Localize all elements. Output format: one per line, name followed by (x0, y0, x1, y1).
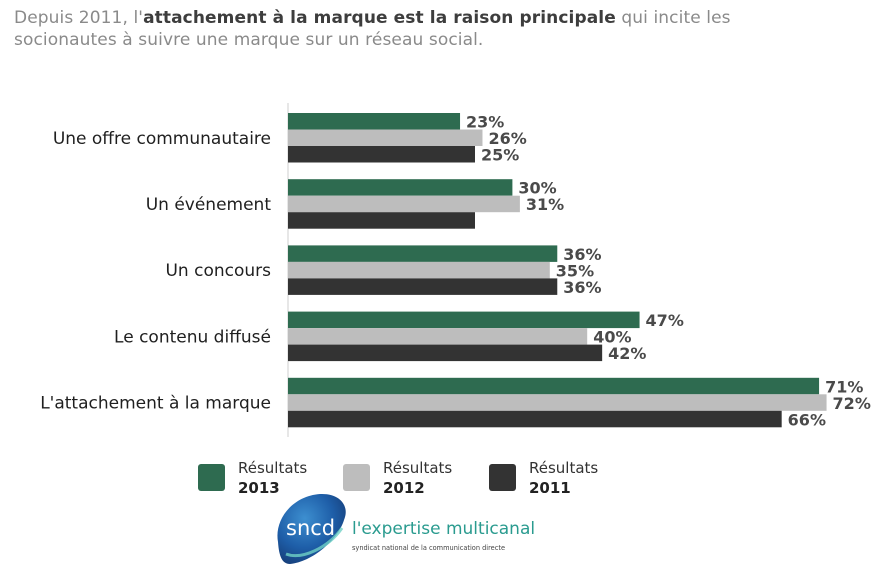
bar-2013-attachement-marque (288, 377, 820, 395)
chart-title-emphasis: attachement à la marque est la raison pr… (143, 8, 616, 28)
bar-2011-concours (288, 278, 558, 295)
bar-chart: Une offre communautaire 23%26%25% Un événe… (40, 103, 871, 437)
category-label-evenement: Un événement (146, 195, 272, 215)
value-label-2013-offre-communautaire: 23% (466, 113, 504, 132)
legend-swatch-2013 (198, 464, 225, 491)
chart-title: Depuis 2011, l'attachement à la marque e… (14, 8, 731, 50)
category-label-offre-communautaire: Une offre communautaire (53, 129, 271, 149)
bar-2013-contenu-diffuse (288, 311, 640, 329)
bar-2011-evenement (288, 212, 475, 229)
value-label-2012-concours: 35% (556, 261, 594, 280)
logo-mark-text: sncd (286, 516, 335, 540)
value-label-2012-evenement: 31% (526, 195, 564, 214)
category-label-attachement-marque: L'attachement à la marque (40, 394, 271, 414)
logo-swoosh (277, 493, 346, 564)
value-label-2013-contenu-diffuse: 47% (646, 311, 684, 330)
value-label-2011-concours: 36% (563, 278, 601, 297)
bar-2012-offre-communautaire (288, 129, 483, 146)
legend-label-2012: Résultats 2012 (383, 459, 453, 497)
bar-2011-attachement-marque (288, 410, 782, 428)
legend-label-2013: Résultats 2013 (238, 459, 308, 497)
bar-2012-contenu-diffuse (288, 328, 588, 345)
legend-swatch-2012 (343, 464, 370, 491)
value-label-2013-concours: 36% (563, 245, 601, 264)
bar-2011-offre-communautaire (288, 146, 475, 163)
value-label-2012-offre-communautaire: 26% (488, 129, 526, 148)
sncd-logo: sncd l'expertise multicanal syndicat nat… (277, 493, 535, 564)
bar-2013-evenement (288, 179, 513, 196)
bar-2012-attachement-marque (288, 394, 827, 411)
logo-tagline: l'expertise multicanal (352, 519, 535, 539)
category-label-concours: Un concours (165, 261, 271, 281)
value-label-2011-attachement-marque: 66% (788, 410, 826, 429)
bar-2013-offre-communautaire (288, 113, 461, 130)
value-label-2013-attachement-marque: 71% (825, 377, 863, 396)
bar-2013-concours (288, 245, 558, 262)
category-label-contenu-diffuse: Le contenu diffusé (114, 327, 271, 347)
bar-2012-evenement (288, 195, 520, 213)
logo-subtitle: syndicat national de la communication di… (352, 544, 505, 552)
value-label-2012-attachement-marque: 72% (833, 394, 871, 413)
bar-2011-contenu-diffuse (288, 344, 603, 362)
value-label-2011-offre-communautaire: 25% (481, 146, 519, 165)
legend-swatch-2011 (489, 464, 516, 491)
legend-label-2011: Résultats 2011 (529, 459, 599, 497)
value-label-2013-evenement: 30% (518, 179, 556, 198)
bar-2012-concours (288, 261, 550, 279)
value-label-2012-contenu-diffuse: 40% (593, 328, 631, 347)
value-label-2011-contenu-diffuse: 42% (608, 344, 646, 363)
